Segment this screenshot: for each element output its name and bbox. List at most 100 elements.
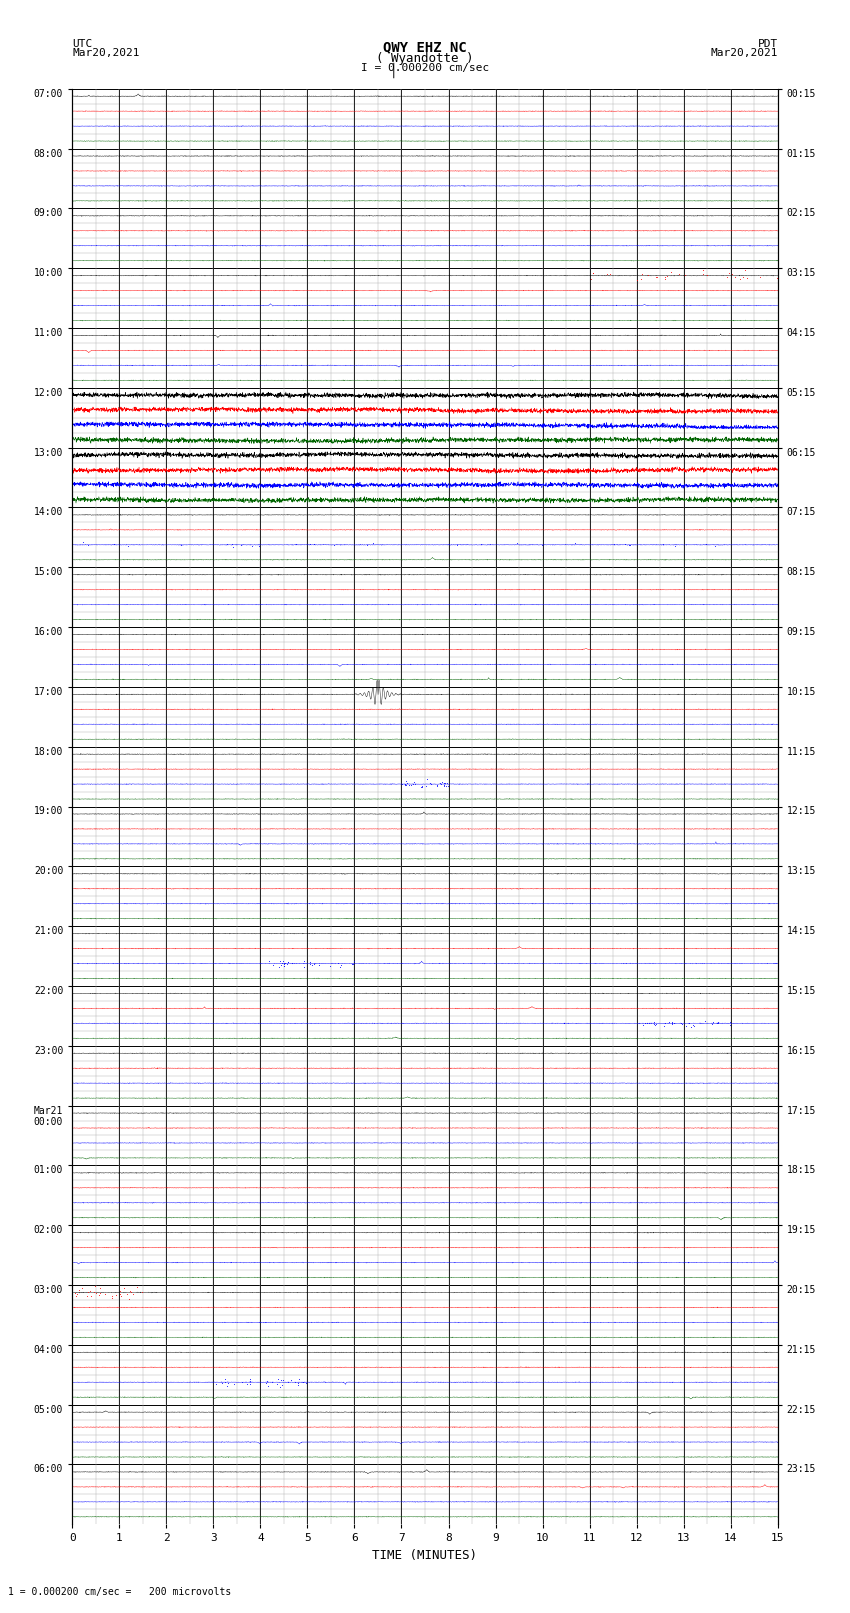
Point [81,1279,94,1305]
Point [641,261,654,287]
Point [638,1010,652,1036]
Point [688,1013,701,1039]
Point [235,1369,249,1395]
Point [303,950,317,976]
Point [270,1371,284,1397]
Point [220,1373,234,1398]
Point [709,534,722,560]
Point [706,1010,720,1036]
Point [348,948,361,974]
Point [699,1008,712,1034]
Point [70,1281,83,1307]
Point [273,953,286,979]
Point [430,773,444,798]
Point [313,952,326,977]
Point [89,1281,103,1307]
Point [305,952,319,977]
Point [281,948,295,974]
Point [252,532,266,558]
Point [720,265,734,290]
Point [674,1010,688,1036]
Point [420,766,434,792]
Point [637,1011,650,1037]
Point [658,265,672,290]
Point [434,769,447,795]
Point [174,532,188,558]
Point [440,769,454,795]
Point [303,531,317,556]
Point [298,953,311,979]
Point [346,952,360,977]
Point [279,950,292,976]
Point [437,769,451,795]
Point [635,266,649,292]
Point [261,1373,275,1398]
Point [76,529,90,555]
Point [622,532,636,558]
Point [618,531,632,556]
Point [76,1274,89,1300]
Point [324,953,337,979]
Point [676,1011,689,1037]
Point [275,1366,288,1392]
Point [435,769,449,795]
Point [265,1369,279,1395]
Point [228,1371,241,1397]
Point [303,952,317,977]
Point [80,1284,94,1310]
Point [123,1277,137,1303]
Point [686,1011,700,1037]
Text: Mar20,2021: Mar20,2021 [711,48,778,58]
Text: QWY EHZ NC: QWY EHZ NC [383,40,467,55]
Point [277,952,291,977]
Point [600,261,614,287]
Point [437,773,451,798]
Point [415,774,428,800]
Point [259,1369,273,1395]
Point [696,258,710,284]
Point [437,773,451,798]
Point [656,531,670,556]
Point [711,1011,724,1037]
Point [327,532,341,558]
Point [740,265,754,290]
Point [243,1368,257,1394]
Point [666,1011,679,1037]
Text: 1 = 0.000200 cm/sec =   200 microvolts: 1 = 0.000200 cm/sec = 200 microvolts [8,1587,232,1597]
Point [273,1374,286,1400]
Point [666,1010,679,1036]
Point [474,532,488,558]
Point [272,1366,286,1392]
Point [83,1279,97,1305]
Point [649,1013,662,1039]
Point [71,1277,85,1303]
Point [117,1276,131,1302]
Point [603,261,616,287]
Point [285,950,298,976]
Point [277,953,291,979]
X-axis label: TIME (MINUTES): TIME (MINUTES) [372,1548,478,1561]
Point [246,534,259,560]
Point [221,1371,235,1397]
Point [700,532,713,558]
Point [679,1013,693,1039]
Point [299,1371,313,1397]
Point [650,265,664,290]
Point [706,1011,719,1037]
Point [70,1282,83,1308]
Point [93,1282,106,1308]
Point [243,1371,257,1397]
Point [683,1010,696,1036]
Text: ( Wyandotte ): ( Wyandotte ) [377,52,473,65]
Point [723,1011,737,1037]
Point [450,532,464,558]
Point [225,532,239,558]
Point [623,532,637,558]
Point [277,1366,291,1392]
Point [105,1282,119,1308]
Point [722,261,736,287]
Point [109,1282,122,1308]
Point [366,531,380,556]
Text: UTC: UTC [72,39,93,48]
Point [649,1011,663,1037]
